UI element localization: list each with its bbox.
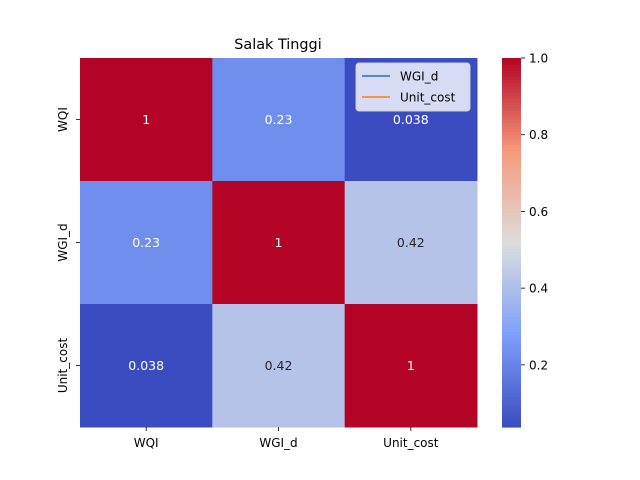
cell-annotation: 0.23 [265, 112, 293, 127]
colorbar-tick-label: 0.6 [529, 205, 548, 219]
heatmap-cell [80, 58, 213, 182]
y-axis: WQI WGI_d Unit_cost [56, 107, 80, 393]
y-tick-label: WQI [56, 107, 70, 132]
heatmap-cell [212, 58, 346, 182]
x-tick-label: WQI [134, 436, 159, 450]
colorbar-tick-label: 0.4 [529, 282, 548, 296]
legend: WGI_d Unit_cost [355, 62, 471, 112]
heatmap-cells: 1 0.23 0.038 0.23 1 0.42 0.038 0.42 1 [80, 58, 478, 428]
legend-label: Unit_cost [400, 91, 456, 105]
x-tick-label: Unit_cost [383, 436, 439, 450]
y-tick-label: Unit_cost [56, 338, 70, 394]
legend-label: WGI_d [400, 70, 438, 84]
x-tick-label: WGI_d [259, 436, 297, 450]
cell-annotation: 1 [407, 358, 415, 373]
cell-annotation: 1 [275, 235, 283, 250]
colorbar-tick-label: 0.2 [529, 358, 548, 372]
legend-frame [355, 62, 471, 112]
heatmap-cell [212, 181, 346, 305]
chart-title: Salak Tinggi [234, 37, 321, 53]
colorbar-tick-label: 0.8 [529, 128, 548, 142]
heatmap-cell [80, 181, 213, 305]
cell-annotation: 0.038 [393, 112, 429, 127]
y-tick-label: WGI_d [56, 223, 70, 261]
heatmap-cell [344, 304, 478, 428]
cell-annotation: 0.42 [397, 235, 425, 250]
heatmap-cell [344, 181, 478, 305]
cell-annotation: 0.038 [128, 358, 164, 373]
cell-annotation: 1 [142, 112, 150, 127]
cell-annotation: 0.23 [132, 235, 160, 250]
x-axis: WQI WGI_d Unit_cost [134, 427, 439, 450]
heatmap-cell [80, 304, 213, 428]
colorbar-tick-label: 1.0 [529, 52, 548, 66]
cell-annotation: 0.42 [265, 358, 293, 373]
colorbar: 0.2 0.4 0.6 0.8 1.0 [502, 52, 548, 428]
heatmap-cell [212, 304, 346, 428]
